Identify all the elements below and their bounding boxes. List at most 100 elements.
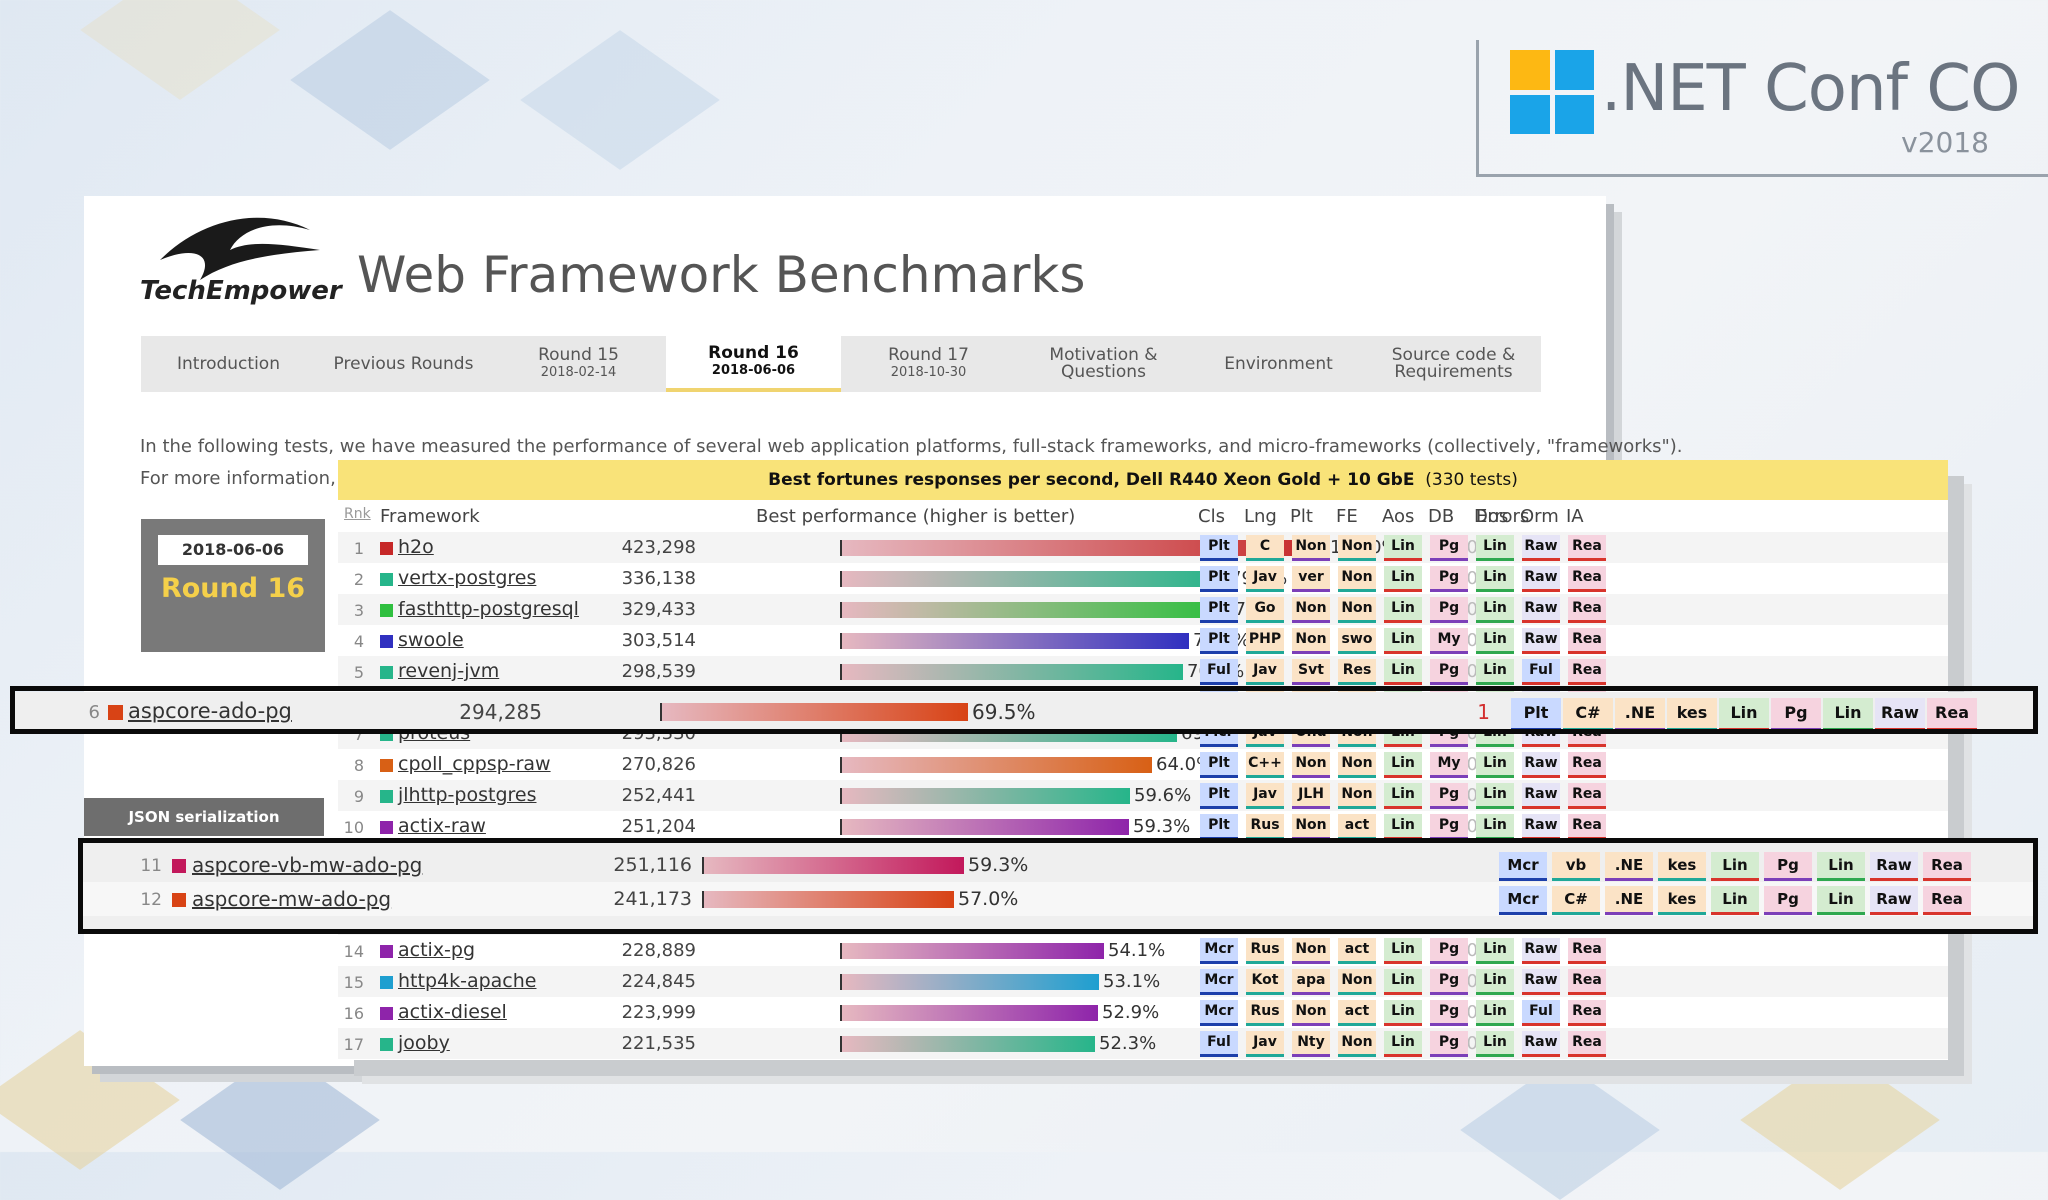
attribute-badge[interactable]: Lin (1384, 752, 1422, 778)
attribute-badge[interactable]: swo (1338, 628, 1376, 654)
attribute-badge[interactable]: Mcr (1499, 886, 1547, 915)
attribute-badge[interactable]: Lin (1711, 886, 1759, 915)
attribute-badge[interactable]: Rea (1568, 1031, 1606, 1057)
framework-name[interactable]: http4k-apache (398, 970, 537, 992)
attribute-badge[interactable]: Rea (1568, 597, 1606, 623)
attribute-badge[interactable]: Plt (1200, 783, 1238, 809)
table-row[interactable]: 10 actix-raw 251,204 59.3% 0 Plt Rus Non act Lin P… (338, 811, 1948, 842)
attribute-badge[interactable]: Raw (1522, 628, 1560, 654)
attribute-badge[interactable]: Non (1338, 535, 1376, 561)
column-header-lng[interactable]: Lng (1244, 506, 1277, 527)
framework-name[interactable]: cpoll_cppsp-raw (398, 753, 551, 775)
table-row[interactable]: 16 actix-diesel 223,999 52.9% 0 Mcr Rus Non act L… (338, 997, 1948, 1028)
attribute-badge[interactable]: Non (1338, 566, 1376, 592)
attribute-badge[interactable]: Rea (1923, 852, 1971, 881)
table-row[interactable]: 15 http4k-apache 224,845 53.1% 0 Mcr Kot apa Non… (338, 966, 1948, 997)
attribute-badge[interactable]: Pg (1764, 852, 1812, 881)
attribute-badge[interactable]: PHP (1246, 628, 1284, 654)
attribute-badge[interactable]: Non (1338, 969, 1376, 995)
attribute-badge[interactable]: Rea (1568, 628, 1606, 654)
attribute-badge[interactable]: Non (1338, 1031, 1376, 1057)
attribute-badge[interactable]: Pg (1430, 783, 1468, 809)
attribute-badge[interactable]: act (1338, 938, 1376, 964)
attribute-badge[interactable]: Go (1246, 597, 1284, 623)
attribute-badge[interactable]: Lin (1711, 852, 1759, 881)
attribute-badge[interactable]: Lin (1476, 938, 1514, 964)
attribute-badge[interactable]: .NE (1605, 886, 1653, 915)
attribute-badge[interactable]: Lin (1817, 886, 1865, 915)
attribute-badge[interactable]: Lin (1384, 783, 1422, 809)
attribute-badge[interactable]: Lin (1384, 1000, 1422, 1026)
attribute-badge[interactable]: Pg (1430, 814, 1468, 840)
framework-name[interactable]: aspcore-mw-ado-pg (192, 887, 392, 911)
attribute-badge[interactable]: Lin (1476, 535, 1514, 561)
column-header-aos[interactable]: Aos (1382, 506, 1415, 527)
attribute-badge[interactable]: Lin (1384, 1031, 1422, 1057)
table-row[interactable]: 12aspcore-mw-ado-pg241,17357.0%0McrC#.NE… (80, 882, 2034, 916)
rank-header[interactable]: Rnk (344, 506, 371, 522)
attribute-badge[interactable]: .NE (1605, 852, 1653, 881)
attribute-badge[interactable]: Lin (1476, 659, 1514, 685)
attribute-badge[interactable]: Raw (1522, 566, 1560, 592)
framework-name[interactable]: actix-diesel (398, 1001, 507, 1023)
attribute-badge[interactable]: Pg (1430, 1000, 1468, 1026)
column-header-cls[interactable]: Cls (1198, 506, 1225, 527)
attribute-badge[interactable]: Non (1292, 535, 1330, 561)
attribute-badge[interactable]: Plt (1511, 698, 1561, 731)
attribute-badge[interactable]: Mcr (1200, 1000, 1238, 1026)
attribute-badge[interactable]: Lin (1384, 969, 1422, 995)
attribute-badge[interactable]: ver (1292, 566, 1330, 592)
attribute-badge[interactable]: Pg (1430, 969, 1468, 995)
tab-introduction[interactable]: Introduction (141, 336, 316, 392)
attribute-badge[interactable]: Rus (1246, 938, 1284, 964)
attribute-badge[interactable]: Rea (1923, 886, 1971, 915)
attribute-badge[interactable]: Ful (1200, 1031, 1238, 1057)
framework-name[interactable]: revenj-jvm (398, 660, 500, 682)
attribute-badge[interactable]: Non (1292, 628, 1330, 654)
tab-round-15[interactable]: Round 15 2018-02-14 (491, 336, 666, 392)
framework-name[interactable]: fasthttp-postgresql (398, 598, 579, 620)
attribute-badge[interactable]: Raw (1522, 597, 1560, 623)
framework-name[interactable]: h2o (398, 536, 434, 558)
table-row[interactable]: 11aspcore-vb-mw-ado-pg251,11659.3%0Mcrvb… (80, 848, 2034, 882)
attribute-badge[interactable]: Lin (1476, 969, 1514, 995)
attribute-badge[interactable]: kes (1658, 886, 1706, 915)
attribute-badge[interactable]: Rea (1568, 938, 1606, 964)
attribute-badge[interactable]: Lin (1476, 814, 1514, 840)
attribute-badge[interactable]: Non (1292, 752, 1330, 778)
framework-name[interactable]: aspcore-vb-mw-ado-pg (192, 853, 423, 877)
column-header-fe[interactable]: FE (1336, 506, 1358, 527)
column-header-plt[interactable]: Plt (1290, 506, 1313, 527)
tab-previous-rounds[interactable]: Previous Rounds (316, 336, 491, 392)
attribute-badge[interactable]: Pg (1430, 566, 1468, 592)
attribute-badge[interactable]: Rea (1568, 1000, 1606, 1026)
attribute-badge[interactable]: Plt (1200, 566, 1238, 592)
attribute-badge[interactable]: Nty (1292, 1031, 1330, 1057)
attribute-badge[interactable]: Plt (1200, 814, 1238, 840)
attribute-badge[interactable]: Plt (1200, 752, 1238, 778)
tab-round-16[interactable]: Round 16 2018-06-06 (666, 336, 841, 392)
attribute-badge[interactable]: Rus (1246, 1000, 1284, 1026)
attribute-badge[interactable]: Rea (1568, 752, 1606, 778)
attribute-badge[interactable]: Plt (1200, 535, 1238, 561)
json-serialization-tab[interactable]: JSON serialization (84, 798, 324, 836)
attribute-badge[interactable]: Mcr (1200, 938, 1238, 964)
attribute-badge[interactable]: Non (1338, 783, 1376, 809)
attribute-badge[interactable]: C++ (1246, 752, 1284, 778)
attribute-badge[interactable]: act (1338, 814, 1376, 840)
attribute-badge[interactable]: Rea (1568, 783, 1606, 809)
framework-name[interactable]: jlhttp-postgres (398, 784, 537, 806)
framework-name[interactable]: jooby (398, 1032, 450, 1054)
attribute-badge[interactable]: Ful (1522, 659, 1560, 685)
attribute-badge[interactable]: Lin (1384, 535, 1422, 561)
attribute-badge[interactable]: Non (1338, 752, 1376, 778)
attribute-badge[interactable]: Rea (1568, 814, 1606, 840)
attribute-badge[interactable]: Res (1338, 659, 1376, 685)
tab-round-17[interactable]: Round 17 2018-10-30 (841, 336, 1016, 392)
attribute-badge[interactable]: Rea (1568, 659, 1606, 685)
attribute-badge[interactable]: Rea (1568, 535, 1606, 561)
framework-name[interactable]: vertx-postgres (398, 567, 537, 589)
table-row[interactable]: 14 actix-pg 228,889 54.1% 0 Mcr Rus Non act Lin Pg… (338, 935, 1948, 966)
attribute-badge[interactable]: Lin (1476, 752, 1514, 778)
